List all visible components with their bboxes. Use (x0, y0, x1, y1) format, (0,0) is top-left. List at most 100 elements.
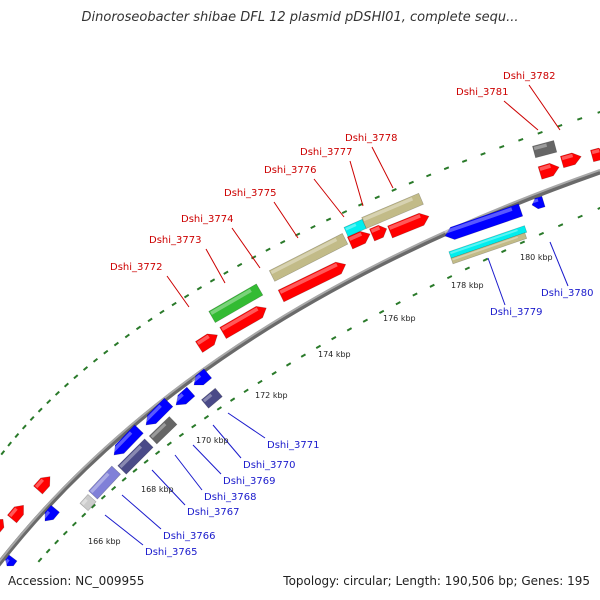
inner-ring-dot (285, 362, 292, 367)
inner-ring-dot (597, 206, 600, 210)
inner-ring-dot (229, 397, 236, 402)
outer-ring-dot (0, 450, 6, 456)
gene-khaki-1 (268, 233, 349, 282)
inner-ring-dot (557, 223, 564, 228)
gene-3765-leader (104, 514, 144, 546)
gene-3775-label: Dshi_3775 (224, 188, 276, 199)
gene-3779-leader (487, 257, 506, 306)
gene-3771-leader (227, 412, 266, 439)
outer-ring-dot (443, 166, 450, 171)
gene-3767-leader (151, 469, 186, 506)
outer-ring-dot (251, 255, 257, 260)
inner-ring-dot (243, 388, 249, 393)
topology-summary: Topology: circular; Length: 190,506 bp; … (283, 574, 590, 588)
outer-ring-dot (280, 240, 286, 245)
tick-labels: 166 kbp 168 kbp 170 kbp 172 kbp 174 kbp 176 k… (88, 253, 553, 546)
gene-3777-leader (349, 160, 364, 207)
outer-ring-dot (597, 110, 600, 114)
inner-ring-dot (271, 371, 277, 376)
gene-forward-7 (537, 162, 560, 180)
gene-khaki-3-shape (450, 232, 528, 265)
gene-3772-leader (166, 275, 190, 308)
outer-ring-dot (537, 131, 543, 135)
gene-forward-9 (590, 147, 600, 163)
gene-reverse-5 (143, 397, 174, 426)
gene-khaki-1-shape (268, 233, 349, 282)
outer-ring-dot (341, 210, 348, 215)
map-title: Dinoroseobacter shibae DFL 12 plasmid pD… (81, 10, 519, 25)
gene-reverse-4-highlight (173, 393, 184, 404)
outer-ring-dot (92, 357, 99, 363)
outer-ring-dot (426, 173, 432, 178)
gene-3769-label: Dshi_3769 (223, 476, 275, 487)
inner-ring-dot (519, 240, 526, 245)
outer-ring-dot (223, 270, 229, 275)
inner-ring-dot (81, 512, 87, 518)
tick-label: 168 kbp (141, 485, 174, 494)
inner-ring-dot (191, 423, 197, 429)
gene-khaki-1-highlight (270, 237, 338, 275)
inner-ring-dot (216, 406, 222, 411)
gene-forward-11-shape (6, 504, 24, 524)
gene-green-shape (208, 283, 264, 324)
inner-ring-dot (90, 503, 96, 509)
gene-slate-1-highlight (202, 393, 213, 403)
gene-3776-leader (313, 178, 345, 218)
gene-forward-1 (195, 333, 218, 353)
gene-3770-leader (212, 424, 242, 459)
gene-green-highlight (210, 288, 252, 315)
gene-forward-4-shape (346, 231, 371, 250)
gene-features (0, 140, 600, 567)
outer-ring-dot (480, 152, 486, 156)
gene-forward-5 (369, 224, 388, 242)
gene-3778-label: Dshi_3778 (345, 133, 397, 144)
gene-labels: Dshi_3772 Dshi_3773 Dshi_3774 Dshi_3775 Dshi… (110, 71, 593, 558)
accession-text: Accession: NC_009955 (8, 574, 145, 588)
gene-3774-label: Dshi_3774 (181, 214, 233, 225)
gene-forward-3 (277, 261, 347, 303)
gene-3773-label: Dshi_3773 (149, 235, 201, 246)
gene-khaki-2-highlight (362, 197, 414, 222)
outer-ring-dot (54, 390, 60, 396)
gene-cyan-2-highlight (450, 229, 518, 255)
outer-ring-dot (7, 441, 13, 447)
gene-3772-label: Dshi_3772 (110, 262, 162, 273)
gene-gray-2-shape (148, 416, 178, 445)
gene-light-gray (79, 493, 97, 512)
gene-reverse-7 (42, 504, 60, 522)
outer-ring-dot (14, 432, 20, 439)
gene-3776-label: Dshi_3776 (264, 165, 316, 176)
outer-ring-dot (171, 301, 177, 307)
outer-ring-dot (37, 407, 43, 413)
gene-3765-label: Dshi_3765 (145, 547, 197, 558)
gene-lavender (88, 465, 122, 500)
inner-ring-dot (331, 336, 337, 341)
gene-3766-label: Dshi_3766 (163, 531, 215, 542)
tick-label: 170 kbp (196, 436, 229, 445)
gene-reverse-2 (531, 195, 546, 210)
gene-forward-6-highlight (388, 214, 421, 230)
inner-ring-dot (538, 231, 545, 236)
outer-ring-dot (499, 145, 505, 149)
gene-reverse-7-shape (44, 504, 60, 522)
outer-ring-dot (374, 195, 380, 200)
gene-reverse-4 (173, 386, 196, 406)
gene-3777-label: Dshi_3777 (300, 147, 352, 158)
gene-forward-4 (346, 231, 371, 250)
gene-3766-leader (121, 494, 162, 530)
gene-forward-3-shape (277, 261, 347, 303)
gene-3767-label: Dshi_3767 (187, 507, 239, 518)
gene-forward-7-shape (537, 162, 560, 180)
gene-slate-2-shape (117, 438, 154, 475)
inner-ring-dot (37, 557, 43, 563)
gene-forward-6 (387, 212, 430, 239)
gene-reverse-3-shape (193, 368, 213, 386)
gene-forward-4-highlight (348, 232, 363, 241)
gene-reverse-4-shape (175, 386, 196, 406)
outer-ring-dot (310, 225, 316, 229)
gene-reverse-8-shape (5, 554, 18, 567)
gene-cyan-1-shape (343, 218, 367, 237)
gene-cyan-1 (343, 218, 367, 237)
gene-3782-leader (528, 84, 561, 131)
outer-ring-dot (135, 325, 142, 331)
